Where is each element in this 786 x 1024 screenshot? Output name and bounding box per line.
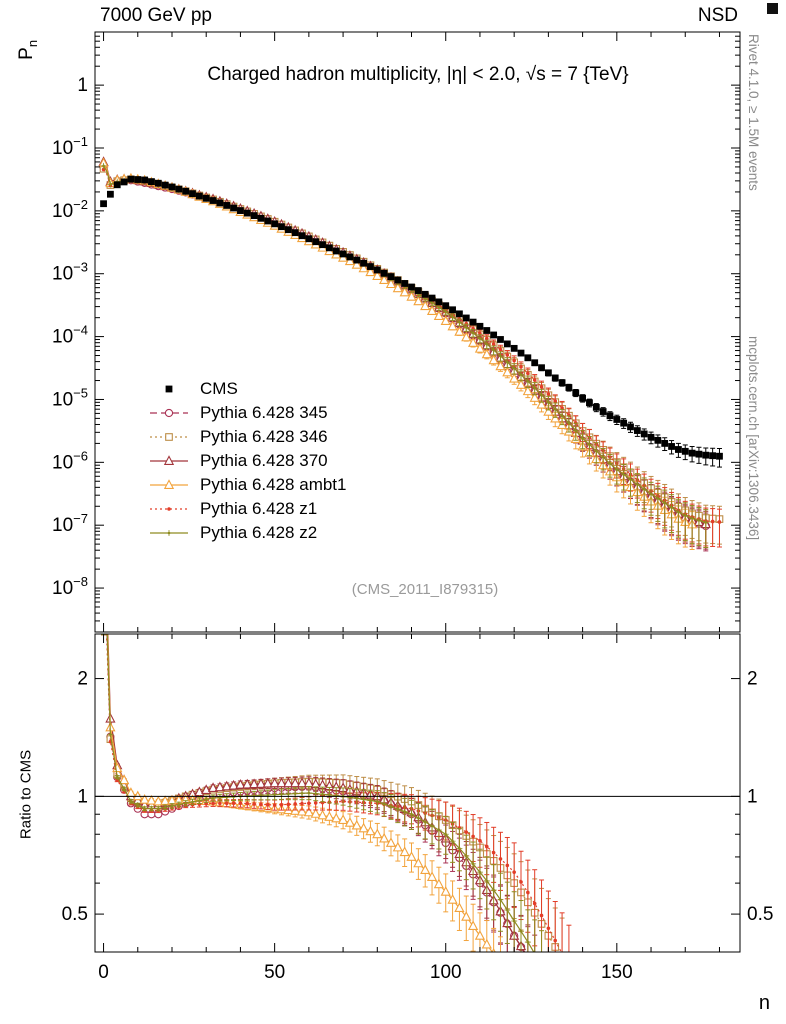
- legend-label: CMS: [200, 379, 238, 398]
- legend-marker-cms-icon: [165, 385, 173, 393]
- svg-text:10−1: 10−1: [52, 134, 88, 159]
- legend-label: Pythia 6.428 370: [200, 451, 328, 470]
- svg-text:1: 1: [747, 786, 758, 807]
- legend-label: Pythia 6.428 z2: [200, 523, 318, 542]
- legend-marker-346-icon: [150, 433, 188, 441]
- legend-item-370: Pythia 6.428 370: [148, 449, 346, 473]
- legend-marker-370-icon: [150, 455, 188, 465]
- legend-marker-345-icon: [150, 408, 188, 418]
- svg-text:10−4: 10−4: [52, 323, 88, 348]
- analysis-watermark: (CMS_2011_I879315): [351, 581, 499, 598]
- svg-text:2: 2: [77, 669, 88, 690]
- svg-text:150: 150: [601, 962, 633, 983]
- plot-title: Charged hadron multiplicity, |η| < 2.0, …: [207, 64, 629, 85]
- svg-text:10−3: 10−3: [52, 260, 88, 285]
- axes-layer: 0 50 100 150110−110−210−310−410−510−610−710…: [52, 31, 773, 983]
- svg-text:0.5: 0.5: [747, 904, 773, 925]
- legend-item-z2: Pythia 6.428 z2: [148, 521, 346, 545]
- svg-text:10−7: 10−7: [52, 511, 88, 536]
- main-series-layer: [98, 156, 724, 552]
- svg-text:2: 2: [747, 669, 758, 690]
- svg-text:10−6: 10−6: [52, 448, 88, 473]
- beam-energy-label: 7000 GeV pp: [100, 5, 212, 26]
- rivet-version-label: Rivet 4.1.0, ≥ 1.5M events: [746, 34, 761, 191]
- svg-text:0.5: 0.5: [62, 904, 88, 925]
- svg-text:100: 100: [430, 962, 462, 983]
- svg-text:1: 1: [77, 786, 88, 807]
- legend-label: Pythia 6.428 z1: [200, 499, 318, 518]
- x-axis-title: n: [758, 992, 770, 1014]
- legend-item-345: Pythia 6.428 345: [148, 401, 346, 425]
- legend-item-346: Pythia 6.428 346: [148, 425, 346, 449]
- legend-item-cms: CMS: [148, 377, 346, 401]
- svg-text:50: 50: [264, 962, 285, 983]
- legend-marker-z1-icon: [150, 507, 188, 511]
- svg-text:10−8: 10−8: [52, 574, 88, 599]
- ratio-series-layer: [101, 634, 572, 952]
- legend-marker-ambt1-icon: [150, 479, 188, 489]
- legend-item-z1: Pythia 6.428 z1: [148, 497, 346, 521]
- svg-text:1: 1: [77, 75, 88, 96]
- legend: CMS Pythia 6.428 345 Pythia 6.428 346 Pythi…: [148, 377, 346, 545]
- legend-label: Pythia 6.428 346: [200, 427, 328, 446]
- mcplots-ref-label: mcplots.cern.ch [arXiv:1306.3436]: [746, 336, 761, 541]
- svg-text:10−2: 10−2: [52, 197, 88, 222]
- legend-label: Pythia 6.428 ambt1: [200, 475, 347, 494]
- svg-text:10−5: 10−5: [52, 385, 88, 410]
- legend-marker-z2-icon: [150, 530, 188, 536]
- event-class-label: NSD: [697, 5, 738, 26]
- corner-marker: [767, 3, 778, 14]
- legend-label: Pythia 6.428 345: [200, 403, 328, 422]
- svg-text:0: 0: [98, 962, 109, 983]
- legend-item-ambt1: Pythia 6.428 ambt1: [148, 473, 346, 497]
